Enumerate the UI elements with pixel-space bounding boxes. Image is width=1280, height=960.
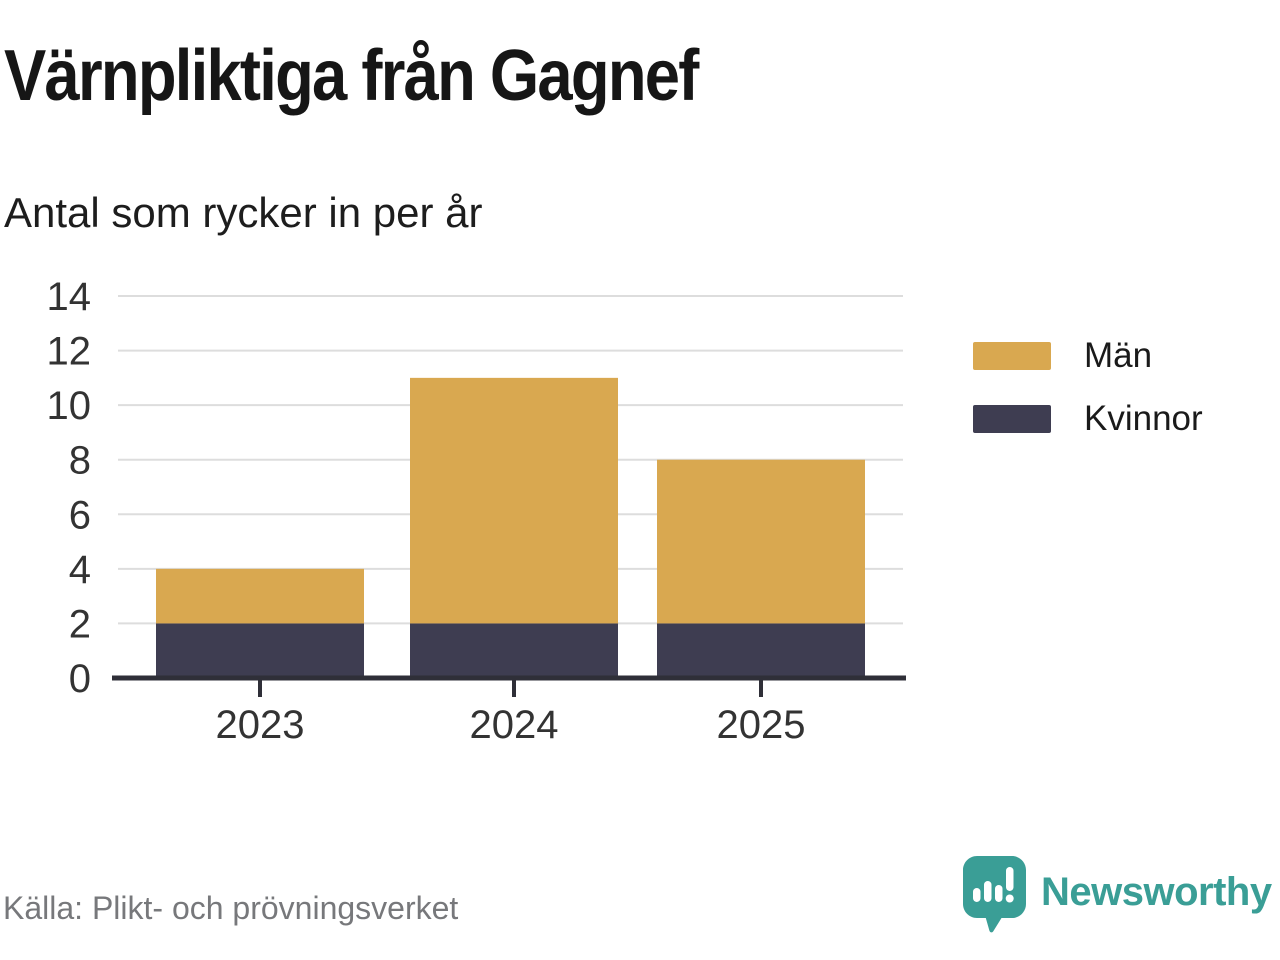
newsworthy-logo-text: Newsworthy [1041, 870, 1272, 914]
bar-segment-kvinnor [657, 623, 865, 678]
chart-svg: 0 2 4 6 8 10 12 14 2023 2024 2025 [47, 275, 906, 747]
logo-exclamation-bar [1006, 867, 1014, 891]
legend-item-kvinnor: Kvinnor [973, 401, 1203, 436]
chart-title: Värnpliktiga från Gagnef [4, 36, 699, 116]
bar-segment-mn [657, 459, 865, 624]
x-tick-label: 2024 [470, 703, 559, 747]
legend-label-man: Män [1084, 336, 1153, 375]
x-tick-label: 2023 [216, 703, 305, 747]
legend-item-man: Män [973, 338, 1203, 373]
legend-swatch-man [973, 341, 1051, 370]
bar-segment-mn [156, 568, 364, 624]
y-tick-label: 0 [69, 657, 91, 701]
y-tick-label: 10 [47, 384, 92, 428]
y-tick-label: 2 [69, 602, 91, 646]
source-note: Källa: Plikt- och prövningsverket [3, 890, 459, 926]
x-tick-label: 2025 [717, 703, 806, 747]
bar-segment-kvinnor [156, 623, 364, 678]
y-tick-label: 8 [69, 439, 91, 483]
chart-subtitle: Antal som rycker in per år [4, 189, 483, 236]
speech-bubble-bar-chart-icon [963, 856, 1026, 933]
y-tick-label: 6 [69, 493, 91, 537]
newsworthy-logo: Newsworthy [963, 856, 1272, 933]
legend-label-kvinnor: Kvinnor [1084, 399, 1203, 438]
y-tick-label: 4 [69, 548, 91, 592]
bar-segment-mn [410, 377, 618, 624]
logo-exclamation-dot [1005, 894, 1014, 903]
logo-bar-2 [984, 881, 992, 902]
logo-bar-3 [995, 885, 1003, 902]
bar-segment-kvinnor [410, 623, 618, 678]
legend: Män Kvinnor [973, 338, 1203, 436]
logo-bar-1 [973, 888, 981, 902]
y-tick-label: 14 [47, 275, 92, 319]
legend-swatch-kvinnor [973, 404, 1051, 433]
y-tick-label: 12 [47, 330, 92, 374]
